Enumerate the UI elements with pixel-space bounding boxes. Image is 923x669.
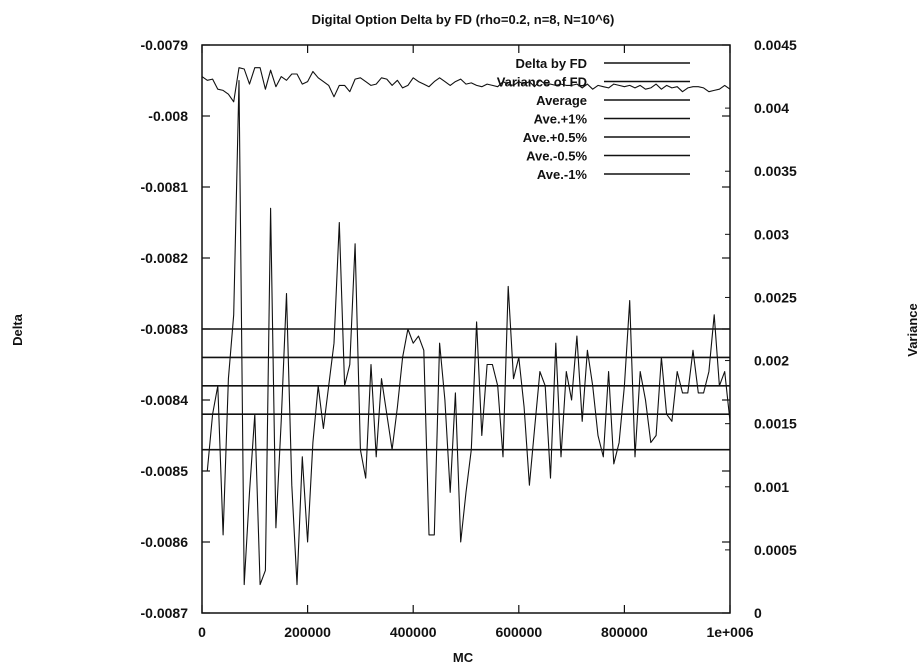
y-tick-label: -0.0083 [141, 321, 189, 337]
legend-label: Ave.-1% [537, 167, 588, 182]
series-line-0 [202, 79, 731, 586]
y-tick-label: -0.0082 [141, 250, 189, 266]
y2-axis-label: Variance [905, 303, 920, 357]
legend-label: Average [536, 93, 587, 108]
y-tick-label: -0.0084 [141, 392, 189, 408]
y2-tick-label: 0.0005 [754, 542, 797, 558]
y-tick-label: -0.0079 [141, 37, 189, 53]
y-tick-label: -0.0085 [141, 463, 189, 479]
x-tick-label: 400000 [390, 624, 437, 640]
chart-title: Digital Option Delta by FD (rho=0.2, n=8… [312, 12, 615, 27]
y2-tick-label: 0.002 [754, 353, 789, 369]
x-axis-label: MC [453, 650, 474, 665]
y-tick-label: -0.0087 [141, 605, 189, 621]
y2-tick-label: 0 [754, 605, 762, 621]
y-tick-label: -0.0081 [141, 179, 189, 195]
x-tick-label: 800000 [601, 624, 648, 640]
series-line-1 [201, 67, 731, 103]
legend-label: Ave.+0.5% [523, 130, 588, 145]
legend-label: Delta by FD [515, 56, 587, 71]
axes: -0.0079 -0.008 -0.0081 -0.0082 -0.0083 -0.008… [141, 37, 798, 640]
x-tick-label: 0 [198, 624, 206, 640]
x-tick-label: 1e+006 [706, 624, 753, 640]
y2-tick-label: 0.0025 [754, 289, 797, 305]
y2-tick-label: 0.001 [754, 479, 789, 495]
legend: Delta by FD Variance of FD Average Ave.+1% A… [497, 56, 690, 182]
legend-label: Variance of FD [497, 75, 587, 90]
y2-tick-label: 0.0045 [754, 37, 797, 53]
x-tick-label: 600000 [495, 624, 542, 640]
y2-tick-label: 0.0035 [754, 163, 797, 179]
y2-tick-label: 0.004 [754, 100, 789, 116]
y-tick-label: -0.008 [148, 108, 188, 124]
plot-lines [201, 67, 731, 586]
y-tick-label: -0.0086 [141, 534, 189, 550]
legend-label: Ave.-0.5% [526, 149, 587, 164]
y2-tick-label: 0.003 [754, 226, 789, 242]
x-tick-label: 200000 [284, 624, 331, 640]
y-axis-label: Delta [10, 313, 25, 346]
y2-tick-label: 0.0015 [754, 416, 797, 432]
legend-label: Ave.+1% [534, 112, 588, 127]
